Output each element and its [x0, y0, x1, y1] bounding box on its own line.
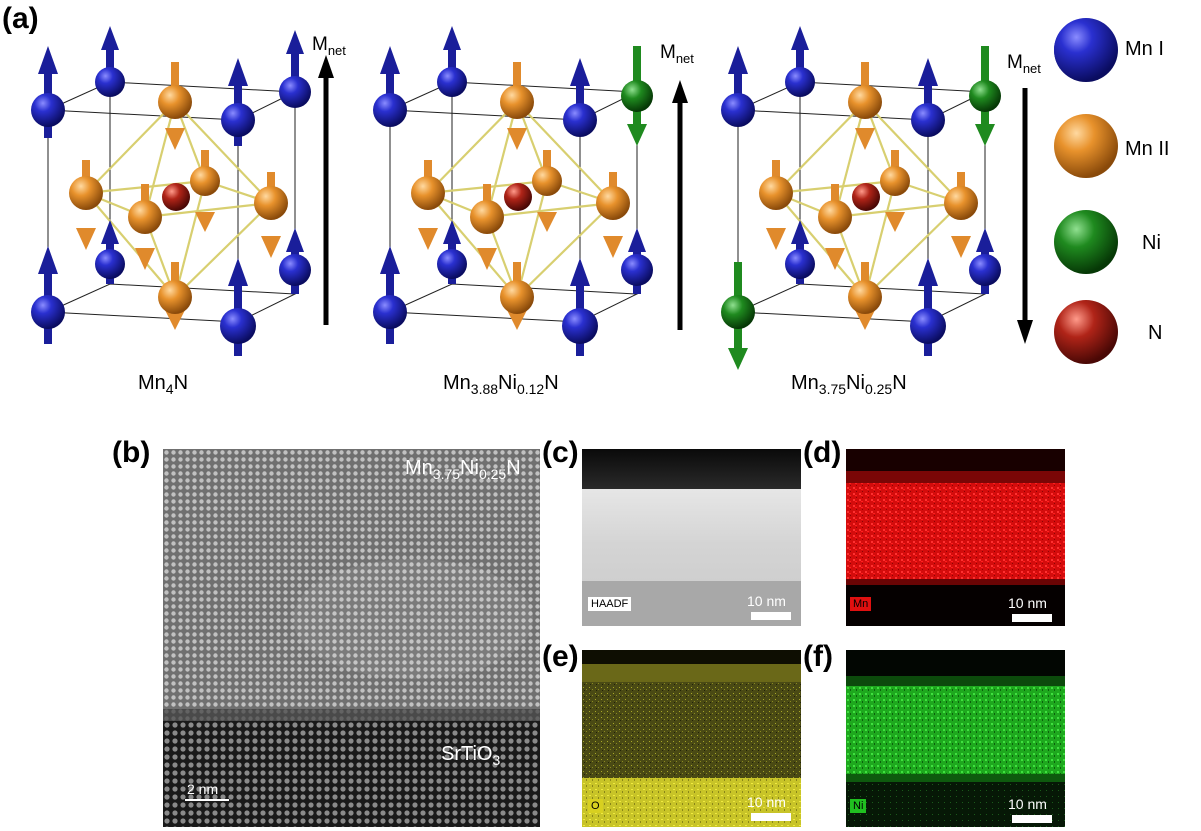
mnet-label-3: Mnet — [1007, 52, 1041, 76]
formula-mn375: Mn3.75Ni0.25N — [791, 372, 907, 397]
legend-n-sphere — [1054, 300, 1118, 364]
legend-mn1-sphere — [1054, 18, 1118, 82]
legend-markers — [1054, 18, 1118, 364]
legend-mn1-label: Mn I — [1125, 38, 1164, 60]
stem-image: Mn3.75Ni0.25N SrTiO3 2 nm — [163, 449, 540, 827]
panel-f-label: (f) — [803, 640, 833, 673]
o-scale-bar — [751, 813, 791, 821]
ni-map: Ni 10 nm — [846, 650, 1065, 827]
legend-mn2-sphere — [1054, 114, 1118, 178]
panel-a-label: (a) — [2, 2, 39, 35]
formula-mn4n: Mn4N — [138, 372, 189, 397]
legend-ni-label: Ni — [1142, 232, 1161, 254]
legend-n-label: N — [1148, 322, 1163, 344]
mn-map: Mn 10 nm — [846, 449, 1065, 626]
o-scale-text: 10 nm — [747, 794, 786, 810]
stem-scale-bar — [185, 799, 229, 801]
haadf-image: HAADF 10 nm — [582, 449, 801, 626]
unit-cell-mn4n — [31, 26, 334, 356]
panel-c-label: (c) — [542, 436, 579, 469]
legend-ni-sphere — [1054, 210, 1118, 274]
crystal-structures — [31, 26, 1060, 370]
unit-cell-mn375 — [721, 26, 1033, 370]
ni-scale-text: 10 nm — [1008, 796, 1047, 812]
mn-tag: Mn — [850, 597, 872, 611]
panel-b-label: (b) — [112, 436, 151, 469]
haadf-scale-bar — [751, 612, 791, 620]
ni-scale-bar — [1012, 815, 1052, 823]
formula-mn388: Mn3.88Ni0.12N — [443, 372, 559, 397]
unit-cell-mn388 — [373, 26, 688, 356]
legend-mn2-label: Mn II — [1125, 138, 1170, 160]
panel-e-label: (e) — [542, 640, 579, 673]
ni-tag: Ni — [850, 799, 867, 813]
o-map: O 10 nm — [582, 650, 801, 827]
stem-film-label: Mn3.75Ni0.25N — [405, 457, 521, 482]
haadf-tag: HAADF — [588, 597, 632, 611]
stem-substrate-label: SrTiO3 — [441, 743, 501, 768]
mnet-label-1: Mnet — [312, 34, 346, 58]
mnet-label-2: Mnet — [660, 42, 694, 66]
o-tag: O — [588, 799, 603, 813]
panel-d-label: (d) — [803, 436, 842, 469]
haadf-scale-text: 10 nm — [747, 593, 786, 609]
stem-scale-text: 2 nm — [187, 781, 219, 797]
mn-scale-bar — [1012, 614, 1052, 622]
mn-scale-text: 10 nm — [1008, 595, 1047, 611]
